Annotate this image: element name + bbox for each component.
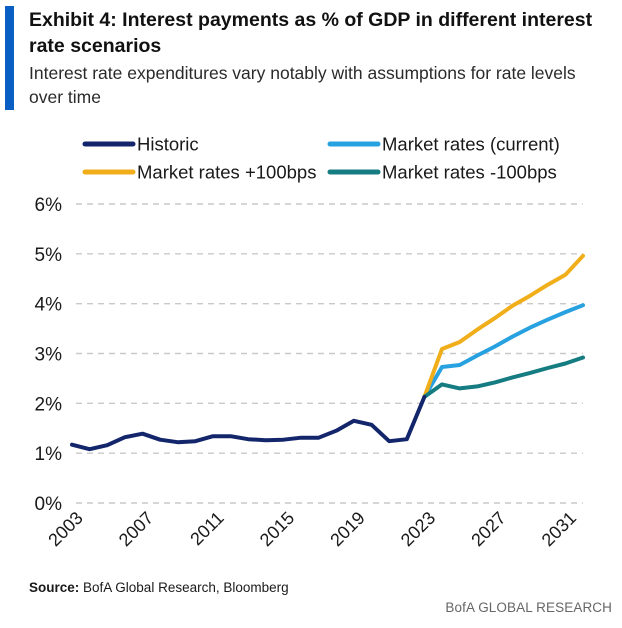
series-line-market-rates-100bps: [422, 253, 585, 399]
y-tick-label: 0%: [35, 494, 63, 515]
x-tick-label: 2011: [186, 508, 228, 550]
source-note: Source: BofA Global Research, Bloomberg: [29, 580, 289, 595]
brand-footer: BofA GLOBAL RESEARCH: [445, 600, 612, 615]
legend-label-market-rates-100bps: Market rates -100bps: [382, 162, 557, 183]
x-tick-label: 2031: [538, 508, 580, 550]
x-tick-label: 2019: [326, 508, 368, 550]
x-tick-label: 2015: [256, 508, 298, 550]
legend-label-market-rates-current: Market rates (current): [382, 134, 560, 155]
accent-bar: [5, 6, 14, 110]
y-axis-ticks: 0% 1% 2% 3% 4% 5% 6%: [35, 195, 63, 515]
chart-title: Exhibit 4: Interest payments as % of GDP…: [29, 9, 593, 57]
y-tick-label: 1%: [35, 444, 63, 465]
legend-label-historic: Historic: [137, 134, 199, 155]
source-label: Source:: [29, 580, 80, 595]
line-chart: Historic Market rates (current) Market rat…: [35, 134, 585, 550]
y-tick-label: 6%: [35, 195, 63, 216]
chart-legend: Historic Market rates (current) Market rat…: [82, 134, 560, 183]
series-line-market-rates-100bps: [422, 355, 585, 399]
y-tick-label: 5%: [35, 245, 63, 266]
series-line-historic: [70, 394, 427, 452]
x-tick-label: 2007: [115, 508, 157, 550]
x-tick-label: 2023: [397, 508, 439, 550]
legend-label-market-rates-100bps: Market rates +100bps: [137, 162, 316, 183]
gridlines: [76, 203, 583, 504]
y-tick-label: 3%: [35, 345, 63, 366]
series-line-market-rates-current: [422, 303, 585, 399]
series-lines: [70, 253, 585, 452]
x-axis-ticks: 2003 2007 2011 2015 2019 2023 2027 2031: [44, 508, 580, 550]
y-tick-label: 2%: [35, 394, 63, 415]
source-text: BofA Global Research, Bloomberg: [79, 580, 289, 595]
chart-subtitle: Interest rate expenditures vary notably …: [29, 63, 576, 107]
y-tick-label: 4%: [35, 295, 63, 316]
x-tick-label: 2027: [467, 508, 509, 550]
